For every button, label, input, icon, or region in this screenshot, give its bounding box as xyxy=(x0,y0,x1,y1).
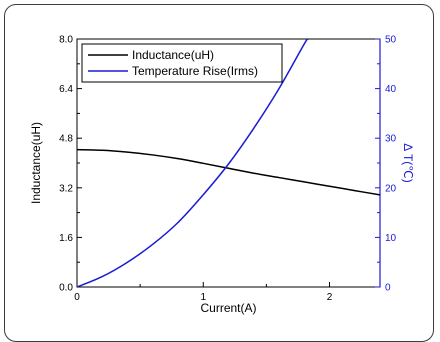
y-tick-label: 3.2 xyxy=(59,183,73,194)
legend: Inductance(uH) Temperature Rise(Irms) xyxy=(81,43,283,83)
legend-label-inductance: Inductance(uH) xyxy=(132,48,214,62)
legend-label-temperature: Temperature Rise(Irms) xyxy=(132,64,258,78)
chart-svg: 0.0 1.6 3.2 4.8 6.4 8.0 0 10 20 30 40 50 0 1 2 Current… xyxy=(29,35,415,316)
y2-axis-title: Δ T(℃) xyxy=(401,143,415,183)
x-tick-label: 0 xyxy=(74,292,80,303)
inductance-line xyxy=(77,148,380,196)
y-axis-title: Inductance(uH) xyxy=(29,122,43,204)
y-tick-label: 8.0 xyxy=(59,35,73,46)
y2-tick-label: 0 xyxy=(385,283,391,294)
x-tick-label: 2 xyxy=(327,292,333,303)
legend-box xyxy=(81,43,283,83)
y2-tick-label: 20 xyxy=(385,183,397,194)
ticks-group: 0.0 1.6 3.2 4.8 6.4 8.0 0 10 20 30 40 50 0 1 2 xyxy=(59,35,396,304)
y2-tick-label: 10 xyxy=(385,233,397,244)
y-tick-label: 4.8 xyxy=(59,134,73,145)
y2-tick-label: 40 xyxy=(385,84,397,95)
y2-tick-label: 50 xyxy=(385,35,397,46)
series-group xyxy=(77,39,380,287)
y-tick-label: 0.0 xyxy=(59,283,73,294)
y2-tick-label: 30 xyxy=(385,134,397,145)
temperature-rise-line xyxy=(77,39,309,287)
y-tick-label: 1.6 xyxy=(59,233,73,244)
y-tick-label: 6.4 xyxy=(59,84,73,95)
x-axis-title: Current(A) xyxy=(200,301,256,315)
x-tick-label: 1 xyxy=(200,292,206,303)
